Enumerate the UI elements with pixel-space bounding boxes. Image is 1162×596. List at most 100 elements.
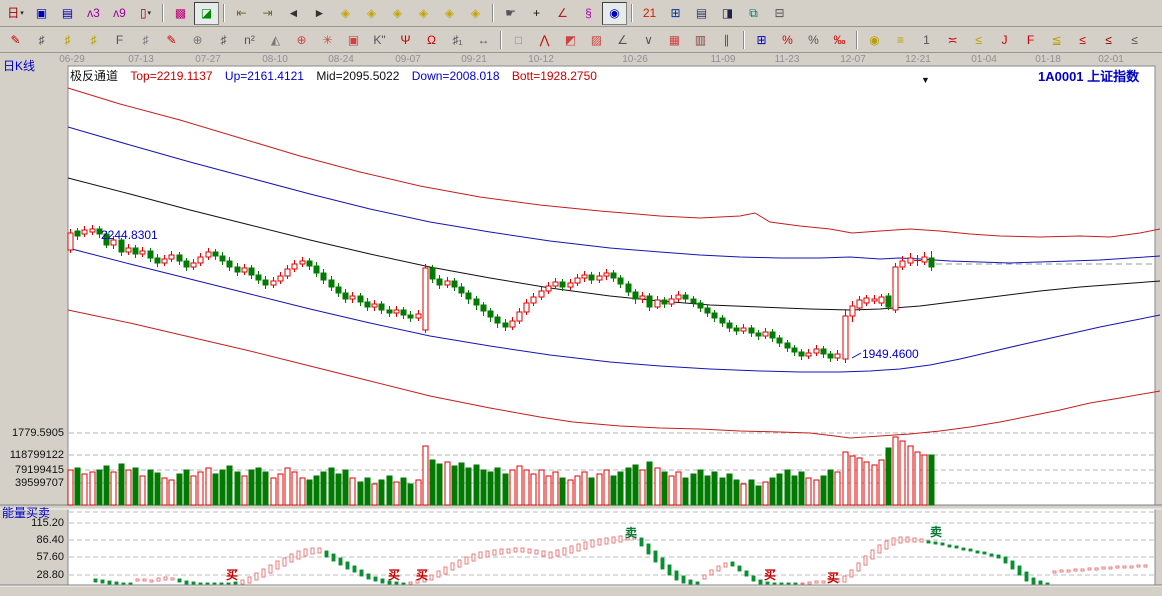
speed-slash-icon[interactable]: ≤ [1070, 28, 1095, 51]
draw-pen-icon[interactable]: ✎ [3, 28, 28, 51]
gold-circle-icon[interactable]: ◉ [862, 28, 887, 51]
j-slash-icon[interactable]: J [992, 28, 1017, 51]
compress-horizontal-button[interactable]: ◈ [411, 1, 436, 25]
date-tick: 10-26 [622, 54, 648, 65]
percent-slash-icon[interactable]: % [775, 28, 800, 51]
volume-tick-1: 118799122 [9, 449, 64, 461]
squeeze-right-button[interactable]: ◈ [359, 1, 384, 25]
gold-lines-icon[interactable]: ≡ [888, 28, 913, 51]
hand-tool-button[interactable]: ☛ [498, 1, 523, 25]
export-image-button[interactable]: ⧉ [741, 1, 766, 25]
price-low-tick: 1779.5905 [12, 427, 64, 439]
buy-signal-label: 买 [763, 568, 777, 582]
indicator-tick-2: 86.40 [36, 534, 64, 546]
date-tick: 11-23 [774, 54, 800, 65]
indicator-tick-1: 115.20 [31, 517, 64, 529]
kline-period-button[interactable]: 日 ▾ [3, 1, 28, 25]
candle-style-button[interactable]: ▯ ▾ [133, 1, 158, 25]
buy-signal-label: 买 [225, 568, 239, 582]
grid-tool-icon[interactable]: ♯ [29, 28, 54, 51]
n2-tool-icon[interactable]: n² [237, 28, 262, 51]
expand-horizontal-button[interactable]: ◈ [385, 1, 410, 25]
buy-signal-label: 买 [826, 571, 840, 585]
calculator-button[interactable]: ⊞ [663, 1, 688, 25]
circle-cross-icon[interactable]: ⊕ [289, 28, 314, 51]
court-slash-icon[interactable]: ≤ [1096, 28, 1121, 51]
squeeze-left-button[interactable]: ◈ [333, 1, 358, 25]
one-pen-icon[interactable]: 1 [914, 28, 939, 51]
channel-header: 极反通道 Top=2219.1137 Up=2161.4121 Mid=2095… [70, 67, 606, 84]
quote-list-icon[interactable]: ▤ [55, 1, 80, 25]
pen2-icon[interactable]: ✎ [159, 28, 184, 51]
data-maintenance-button[interactable]: ⊟ [767, 1, 792, 25]
gold-grid2-icon[interactable]: ♯ [81, 28, 106, 51]
gold-grid-icon[interactable]: ♯ [55, 28, 80, 51]
date-tick: 02-01 [1098, 54, 1124, 65]
f-slash-icon[interactable]: F [1018, 28, 1043, 51]
restore-layout-icon[interactable]: ▩ [168, 1, 193, 25]
parallel-lines-icon[interactable]: ∥ [714, 28, 739, 51]
page-back-button[interactable]: ◄ [281, 1, 306, 25]
date-tick: 08-10 [262, 54, 288, 65]
four-slash-icon[interactable]: ≤ [1122, 28, 1147, 51]
grid-red-icon[interactable]: ▦ [662, 28, 687, 51]
grid-dark-icon[interactable]: ▥ [688, 28, 713, 51]
goto-last-button[interactable]: ⇥ [255, 1, 280, 25]
toolbar-separator [223, 4, 225, 22]
ma9-icon[interactable]: ʌ9 [107, 1, 132, 25]
percent-icon[interactable]: % [801, 28, 826, 51]
date-tick: 12-07 [840, 54, 866, 65]
gold-slash2-icon[interactable]: ≦ [1044, 28, 1069, 51]
page-forward-button[interactable]: ► [307, 1, 332, 25]
flat-tool-icon[interactable]: ≍ [940, 28, 965, 51]
count-grid-icon[interactable]: ♯₁ [445, 28, 470, 51]
gann-grid-icon[interactable]: ♯ [133, 28, 158, 51]
pan-left-button[interactable]: ◈ [437, 1, 462, 25]
chart-canvas[interactable] [0, 53, 1162, 596]
angle-ruler-icon[interactable]: ◭ [263, 28, 288, 51]
color-chart-icon[interactable]: ◪ [194, 1, 219, 25]
notes-button[interactable]: ▤ [689, 1, 714, 25]
k-notation-icon[interactable]: K" [367, 28, 392, 51]
formula-tool-button[interactable]: § [576, 1, 601, 25]
save-button[interactable]: ◨ [715, 1, 740, 25]
ai-brain-button[interactable]: ◉ [602, 1, 627, 25]
volume-tick-3: 39599707 [15, 477, 64, 489]
shen-tool-icon[interactable]: Ψ [393, 28, 418, 51]
annotation-high: 2244.8301 [101, 228, 158, 242]
frame-tool-icon[interactable]: ▣ [341, 28, 366, 51]
fibo-grid-icon[interactable]: F [107, 28, 132, 51]
compass-tool-icon[interactable]: ⊕ [185, 28, 210, 51]
win-tool-icon[interactable]: Ω [419, 28, 444, 51]
width-measure-icon[interactable]: ↔ [471, 28, 496, 51]
pan-right-button[interactable]: ◈ [463, 1, 488, 25]
fan-shaded-icon[interactable]: ◩ [558, 28, 583, 51]
fan-lines-icon[interactable]: ⋀ [532, 28, 557, 51]
permille-icon[interactable]: ‰ [827, 28, 852, 51]
grid2-tool-icon[interactable]: ♯ [211, 28, 236, 51]
symbol-label[interactable]: 1A0001 上证指数 [1038, 69, 1140, 84]
price-scale-icon[interactable]: ⊞ [749, 28, 774, 51]
date-tick: 08-24 [328, 54, 354, 65]
toolbar-separator [743, 30, 745, 49]
measure-angle-button[interactable]: ∠ [550, 1, 575, 25]
trend-angle-icon[interactable]: ∠ [610, 28, 635, 51]
gold-slash-icon[interactable]: ≤ [966, 28, 991, 51]
chart-window-icon[interactable]: ▣ [29, 1, 54, 25]
star-tool-icon[interactable]: ✳ [315, 28, 340, 51]
period-label[interactable]: 日K线 [3, 59, 36, 73]
ma3-icon[interactable]: ʌ3 [81, 1, 106, 25]
box-select-icon[interactable]: □ [506, 28, 531, 51]
toolbar-separator [856, 30, 858, 49]
v-tool-icon[interactable]: ∨ [636, 28, 661, 51]
date-tick: 09-21 [461, 54, 487, 65]
sell-signal-label: 卖 [929, 525, 943, 539]
indicator-tick-3: 57.60 [36, 551, 64, 563]
box-shaded-icon[interactable]: ▨ [584, 28, 609, 51]
indicator-name-label[interactable]: 能量买卖 [2, 506, 51, 520]
date-tick: 12-21 [905, 54, 931, 65]
buy-signal-label: 买 [387, 568, 401, 582]
crosshair-tool-button[interactable]: + [524, 1, 549, 25]
goto-first-button[interactable]: ⇤ [229, 1, 254, 25]
calendar-button[interactable]: 21 [637, 1, 662, 25]
